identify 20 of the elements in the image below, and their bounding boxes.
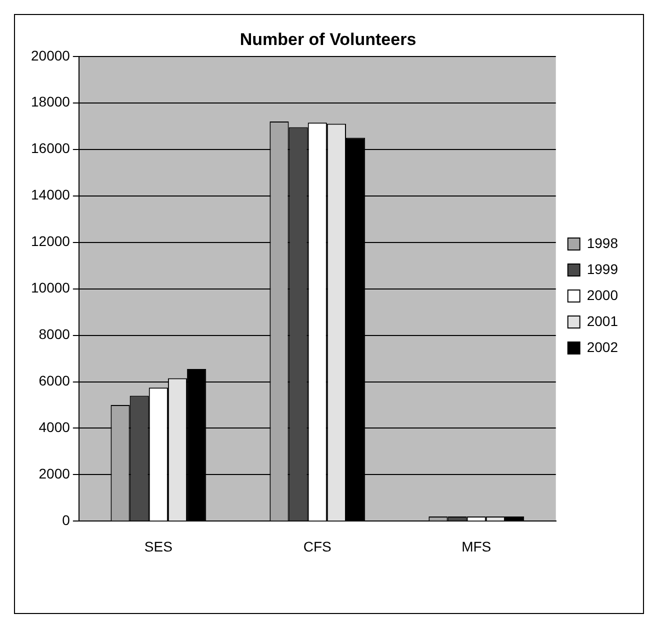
chart-title: Number of Volunteers — [240, 30, 416, 49]
y-tick-label: 20000 — [30, 47, 70, 64]
x-tick-label: MFS — [462, 538, 492, 554]
y-tick-label: 12000 — [30, 233, 70, 250]
y-tick-label: 14000 — [30, 186, 70, 203]
y-tick-label: 6000 — [38, 372, 70, 389]
legend-label: 2001 — [586, 312, 618, 329]
y-tick-label: 18000 — [30, 94, 70, 110]
y-tick-label: 4000 — [38, 419, 70, 436]
y-tick-label: 2000 — [38, 466, 70, 482]
legend-label: 2002 — [586, 338, 618, 355]
y-tick-label: 0 — [62, 512, 70, 528]
y-tick-label: 16000 — [30, 140, 70, 156]
x-tick-label: SES — [144, 538, 172, 554]
x-tick-label: CFS — [303, 538, 332, 554]
y-tick-label: 10000 — [30, 280, 70, 296]
y-tick-label: 8000 — [38, 326, 70, 342]
legend-label: 1999 — [586, 260, 618, 277]
legend-label: 2000 — [586, 286, 618, 303]
legend-label: 1998 — [586, 234, 618, 251]
